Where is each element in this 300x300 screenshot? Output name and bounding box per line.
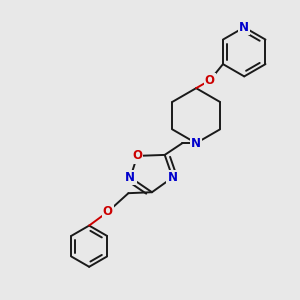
Text: N: N — [125, 171, 135, 184]
Text: O: O — [132, 149, 142, 162]
Text: N: N — [168, 171, 178, 184]
Text: N: N — [239, 21, 249, 34]
Text: N: N — [191, 136, 201, 150]
Text: O: O — [205, 74, 215, 87]
Text: O: O — [103, 205, 113, 218]
